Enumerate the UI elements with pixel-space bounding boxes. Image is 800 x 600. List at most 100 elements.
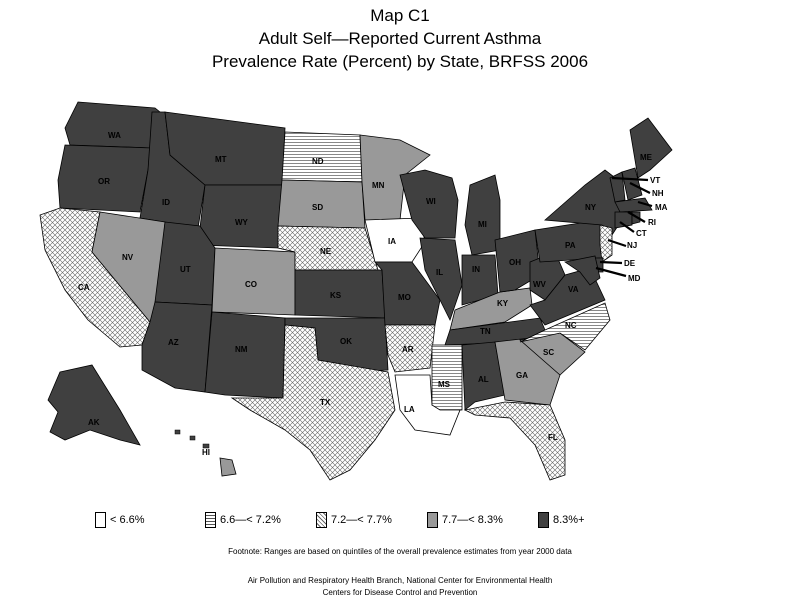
legend-item: 8.3%+ [538, 510, 585, 530]
legend-item: 7.7—< 8.3% [427, 510, 503, 530]
credits-branch: Air Pollution and Respiratory Health Bra… [247, 576, 553, 585]
state-IL [419, 237, 463, 322]
state-OH [494, 229, 541, 293]
label-NM: NM [235, 345, 248, 354]
legend-item: 7.2—< 7.7% [316, 510, 392, 530]
legend-item: 6.6—< 7.2% [205, 510, 281, 530]
label-ME: ME [640, 153, 653, 162]
state-TX [230, 324, 396, 481]
label-NJ: NJ [627, 241, 637, 250]
state-NJ [599, 224, 613, 263]
label-RI: RI [648, 218, 656, 227]
map-subtitle: Prevalence Rate (Percent) by State, BRFS… [211, 52, 589, 71]
label-KY: KY [497, 299, 509, 308]
label-MA: MA [655, 203, 668, 212]
legend-label: 7.2—< 7.7% [331, 514, 392, 526]
label-DE: DE [624, 259, 636, 268]
label-MT: MT [215, 155, 227, 164]
state-AR [384, 324, 436, 373]
label-CO: CO [245, 280, 257, 289]
label-TX: TX [320, 398, 331, 407]
state-GA [494, 337, 561, 406]
credits-agency: Centers for Disease Control and Preventi… [322, 588, 478, 597]
label-TN: TN [480, 327, 491, 336]
state-MS [431, 344, 463, 411]
state-WA [64, 101, 161, 149]
legend-label: 6.6—< 7.2% [220, 514, 281, 526]
label-SC: SC [543, 348, 554, 357]
label-FL: FL [548, 433, 558, 442]
state-HI [219, 457, 237, 477]
label-NH: NH [652, 189, 664, 198]
state-MN [359, 134, 431, 221]
map-number: Map C1 [370, 6, 430, 25]
state-UT [154, 221, 216, 306]
northeast-leaders [595, 176, 653, 278]
legend-swatch [205, 512, 216, 528]
state-WY [197, 184, 283, 249]
legend-item: < 6.6% [95, 510, 145, 530]
label-MI: MI [478, 220, 487, 229]
state-IA [364, 217, 426, 263]
state-AZ [141, 301, 213, 393]
label-AR: AR [402, 345, 414, 354]
legend-swatch [538, 512, 549, 528]
label-KS: KS [330, 291, 342, 300]
label-SD: SD [312, 203, 323, 212]
label-NE: NE [320, 247, 332, 256]
state-MA [614, 197, 653, 213]
credits: Air Pollution and Respiratory Health Bra… [0, 575, 800, 599]
label-MS: MS [438, 380, 451, 389]
label-NY: NY [585, 203, 597, 212]
state-LA [394, 374, 461, 436]
label-IA: IA [388, 237, 396, 246]
state-MI [464, 174, 501, 256]
label-MN: MN [372, 181, 385, 190]
state-CT [614, 211, 633, 229]
state-NM [204, 311, 286, 399]
label-NV: NV [122, 253, 134, 262]
label-OH: OH [509, 258, 521, 267]
label-AL: AL [478, 375, 489, 384]
map-title: Adult Self—Reported Current Asthma [258, 29, 542, 48]
state-WI [399, 169, 459, 239]
label-IN: IN [472, 265, 480, 274]
label-WI: WI [426, 197, 436, 206]
legend-swatch [95, 512, 106, 528]
state-MD [563, 255, 601, 286]
legend-swatch [316, 512, 327, 528]
label-AK: AK [88, 418, 100, 427]
footnote: Footnote: Ranges are based on quintiles … [228, 547, 572, 556]
legend-swatch [427, 512, 438, 528]
label-OK: OK [340, 337, 352, 346]
state-ME [629, 117, 673, 179]
label-MO: MO [398, 293, 411, 302]
legend-label: 8.3%+ [553, 514, 585, 526]
label-CT: CT [636, 229, 647, 238]
map-titles: Map C1 Adult Self—Reported Current Asthm… [0, 4, 800, 73]
state-AL [461, 341, 506, 411]
state-AK [47, 364, 141, 446]
label-WA: WA [108, 131, 121, 140]
label-IL: IL [436, 268, 443, 277]
label-OR: OR [98, 177, 110, 186]
label-VT: VT [650, 176, 660, 185]
label-HI: HI [202, 448, 210, 457]
label-WV: WV [533, 280, 547, 289]
legend: < 6.6% 6.6—< 7.2% 7.2—< 7.7% 7.7—< 8.3% … [0, 510, 800, 534]
state-NC [519, 302, 611, 351]
label-UT: UT [180, 265, 191, 274]
label-CA: CA [78, 283, 90, 292]
label-VA: VA [568, 285, 579, 294]
label-WY: WY [235, 218, 249, 227]
label-ID: ID [162, 198, 170, 207]
label-AZ: AZ [168, 338, 179, 347]
label-LA: LA [404, 405, 415, 414]
label-NC: NC [565, 321, 577, 330]
label-GA: GA [516, 371, 528, 380]
legend-label: < 6.6% [110, 514, 145, 526]
label-PA: PA [565, 241, 576, 250]
legend-label: 7.7—< 8.3% [442, 514, 503, 526]
label-ND: ND [312, 157, 324, 166]
